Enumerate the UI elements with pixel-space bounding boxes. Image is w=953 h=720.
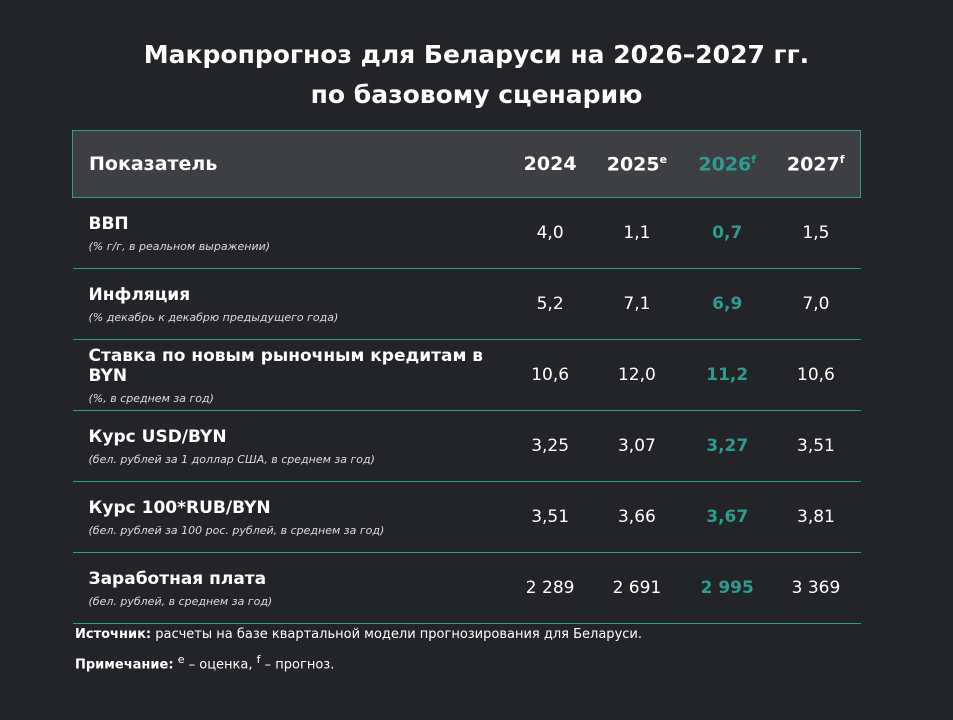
value-cell: 1,1 [590,197,684,269]
value-cell: 6,9 [683,268,772,340]
value-cell: 2 995 [683,552,772,624]
indicator-name: ВВП [88,213,129,234]
indicator-name: Курс 100*RUB/BYN [88,497,271,518]
header-label: 2027 [786,153,840,176]
note-sup: e [177,653,185,666]
value-cell: 11,2 [683,339,772,411]
header-cell: Показатель [72,130,510,198]
value-cell: 3,67 [683,481,772,553]
indicator-cell: Ставка по новым рыночным кредитам в BYN (… [72,339,510,411]
value-cell: 12,0 [590,339,684,411]
source: Источник: расчеты на базе квартальной мо… [75,627,642,642]
header-cell: 2024 [509,130,591,198]
indicator-cell: Курс 100*RUB/BYN (бел. рублей за 100 рос.… [72,481,510,553]
value-cell: 3,51 [509,481,591,553]
source-text: расчеты на базе квартальной модели прогн… [155,627,642,642]
row: Курс USD/BYN (бел. рублей за 1 доллар США… [72,410,861,482]
value-cell: 3,66 [590,481,684,553]
title: по базовому сценарию [310,80,643,109]
indicator-name: Инфляция [88,284,191,305]
header-sup: f [839,152,845,166]
note-text: – прогноз. [264,657,335,673]
indicator-unit: (бел. рублей за 100 рос. рублей, в средн… [88,523,385,537]
table: Показатель 2024 2025e 2026f 2027f ВВП (% г/г,… [72,130,862,624]
value-cell: 10,6 [771,339,861,411]
header-label: Показатель [89,153,218,175]
header-cell: 2026f [683,130,772,198]
value-cell: 10,6 [509,339,591,411]
header-label: 2024 [523,153,577,175]
title: Макропрогноз для Беларуси на 2026–2027 г… [143,40,810,69]
value-cell: 3,07 [590,410,684,482]
value-cell: 5,2 [509,268,591,340]
indicator-unit: (бел. рублей, в среднем за год) [88,594,273,608]
indicator-name: Курс USD/BYN [88,426,227,447]
value-cell: 3,25 [509,410,591,482]
value-cell: 2 691 [590,552,684,624]
value-cell: 3 369 [771,552,861,624]
indicator-name: Ставка по новым рыночным кредитам в BYN [88,345,484,386]
row: Инфляция (% декабрь к декабрю предыдущего… [72,268,861,340]
value-cell: 3,27 [683,410,772,482]
note-label: Примечание: [75,657,174,673]
row: ВВП (% г/г, в реальном выражении) 4,0 1,1 0,… [72,197,861,269]
source-label: Источник: [75,627,152,642]
header-sup: f [751,152,757,166]
header-cell: 2025e [590,130,684,198]
value-cell: 7,1 [590,268,684,340]
value-cell: 4,0 [509,197,591,269]
indicator-cell: Заработная плата (бел. рублей, в среднем … [72,552,510,624]
note-text: – оценка, [188,657,253,673]
value-cell: 2 289 [509,552,591,624]
note-sup: f [256,653,261,666]
value-cell: 3,81 [771,481,861,553]
value-cell: 1,5 [771,197,861,269]
indicator-cell: Инфляция (% декабрь к декабрю предыдущего… [72,268,510,340]
header-sup: e [659,152,668,166]
indicator-unit: (%, в среднем за год) [88,391,214,405]
note: Примечание: e – оценка, f – прогноз. [75,653,334,672]
value-cell: 3,51 [771,410,861,482]
row: Курс 100*RUB/BYN (бел. рублей за 100 рос.… [72,481,861,553]
indicator-cell: ВВП (% г/г, в реальном выражении) [72,197,510,269]
table-body: ВВП (% г/г, в реальном выражении) 4,0 1,1 0,… [72,197,861,624]
header-label: 2026 [698,153,752,176]
indicator-unit: (% г/г, в реальном выражении) [88,239,271,253]
indicator-unit: (бел. рублей за 1 доллар США, в среднем … [88,452,375,466]
value-cell: 7,0 [771,268,861,340]
indicator-name: Заработная плата [88,568,267,589]
row: Ставка по новым рыночным кредитам в BYN (… [72,339,861,411]
value-cell: 0,7 [683,197,772,269]
header-cell: 2027f [771,130,862,198]
header-label: 2025 [606,153,660,176]
row: Заработная плата (бел. рублей, в среднем … [72,552,861,624]
indicator-cell: Курс USD/BYN (бел. рублей за 1 доллар США… [72,410,510,482]
header-row: Показатель 2024 2025e 2026f 2027f [72,130,862,198]
indicator-unit: (% декабрь к декабрю предыдущего года) [88,310,339,324]
